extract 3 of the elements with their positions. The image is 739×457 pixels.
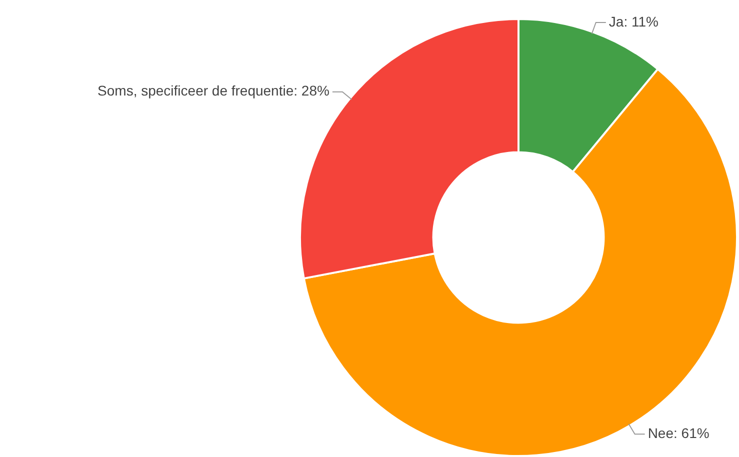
slice-label: Nee: 61% xyxy=(648,425,710,442)
slice-label: Ja: 11% xyxy=(608,13,658,30)
slice-label: Soms, specificeer de frequentie: 28% xyxy=(98,82,330,99)
